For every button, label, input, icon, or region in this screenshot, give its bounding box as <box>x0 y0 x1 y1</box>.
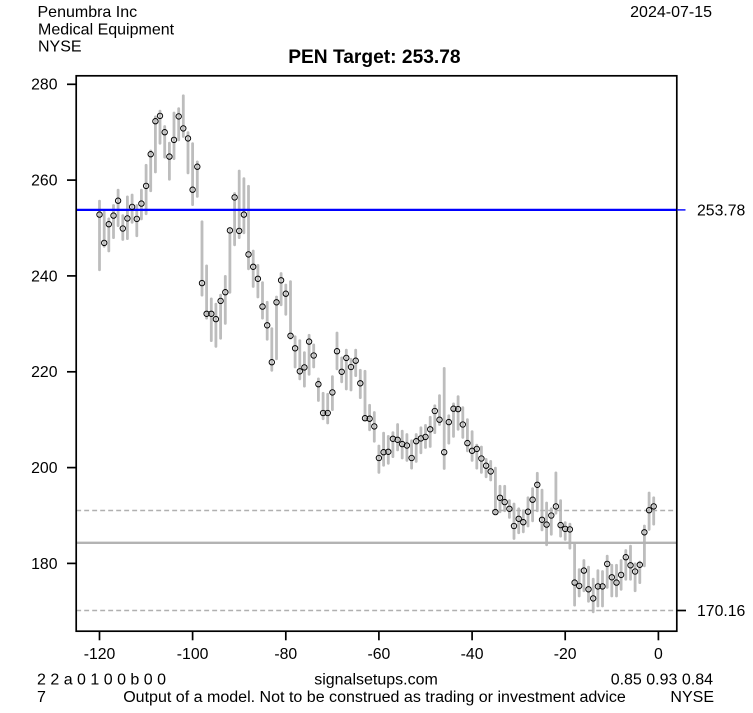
svg-text:NYSE: NYSE <box>38 39 82 56</box>
svg-text:200: 200 <box>31 460 58 477</box>
svg-text:253.78: 253.78 <box>697 202 746 219</box>
svg-text:2024-07-15: 2024-07-15 <box>630 4 712 21</box>
svg-text:260: 260 <box>31 173 58 190</box>
svg-text:Medical Equipment: Medical Equipment <box>38 22 175 39</box>
svg-text:170.16: 170.16 <box>697 603 746 620</box>
svg-text:-40: -40 <box>461 646 484 663</box>
svg-text:NYSE: NYSE <box>670 689 714 706</box>
svg-text:-80: -80 <box>274 646 297 663</box>
svg-text:-120: -120 <box>84 646 116 663</box>
svg-text:signalsetups.com: signalsetups.com <box>314 672 438 689</box>
svg-text:PEN Target: 253.78: PEN Target: 253.78 <box>288 47 461 68</box>
svg-text:280: 280 <box>31 77 58 94</box>
svg-text:7: 7 <box>37 689 46 706</box>
svg-text:240: 240 <box>31 268 58 285</box>
svg-text:Penumbra Inc: Penumbra Inc <box>38 4 138 21</box>
svg-text:180: 180 <box>31 556 58 573</box>
svg-text:-20: -20 <box>554 646 577 663</box>
svg-text:Output of a model. Not to be c: Output of a model. Not to be construed a… <box>123 688 626 706</box>
svg-text:220: 220 <box>31 364 58 381</box>
svg-text:0: 0 <box>654 646 663 663</box>
svg-text:2 2 a 0 1 0 0 b 0 0: 2 2 a 0 1 0 0 b 0 0 <box>37 672 166 689</box>
svg-text:-100: -100 <box>177 646 209 663</box>
svg-text:-60: -60 <box>367 646 390 663</box>
svg-text:0.85 0.93 0.84: 0.85 0.93 0.84 <box>611 672 713 689</box>
